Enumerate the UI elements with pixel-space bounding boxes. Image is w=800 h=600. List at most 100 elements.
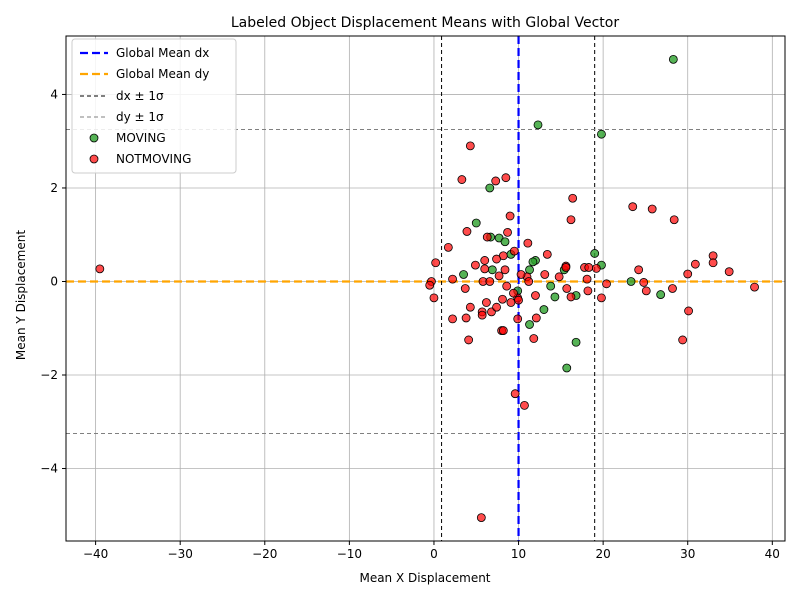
point-moving bbox=[488, 266, 496, 274]
point-notmoving bbox=[670, 216, 678, 224]
point-notmoving bbox=[504, 228, 512, 236]
point-notmoving bbox=[555, 273, 563, 281]
point-notmoving bbox=[461, 285, 469, 293]
point-notmoving bbox=[583, 275, 591, 283]
legend-label-global-mean-dy: Global Mean dy bbox=[116, 67, 209, 81]
point-notmoving bbox=[725, 268, 733, 276]
point-notmoving bbox=[482, 299, 490, 307]
point-notmoving bbox=[449, 315, 457, 323]
point-notmoving bbox=[685, 307, 693, 315]
point-notmoving bbox=[562, 263, 570, 271]
legend: Global Mean dx Global Mean dy dx ± 1σ dy… bbox=[72, 39, 236, 173]
point-notmoving bbox=[507, 299, 515, 307]
y-axis-label: Mean Y Displacement bbox=[14, 230, 28, 360]
point-moving bbox=[657, 291, 665, 299]
point-notmoving bbox=[465, 336, 473, 344]
point-notmoving bbox=[684, 270, 692, 278]
point-notmoving bbox=[481, 256, 489, 264]
chart-title: Labeled Object Displacement Means with G… bbox=[231, 15, 619, 31]
point-notmoving bbox=[462, 314, 470, 322]
legend-label-dx-sigma: dx ± 1σ bbox=[116, 89, 164, 103]
y-tick-label: 2 bbox=[50, 181, 58, 195]
point-notmoving bbox=[679, 336, 687, 344]
point-moving bbox=[529, 258, 537, 266]
point-notmoving bbox=[510, 247, 518, 255]
point-notmoving bbox=[567, 293, 575, 301]
point-notmoving bbox=[531, 292, 539, 300]
point-notmoving bbox=[585, 263, 593, 271]
point-notmoving bbox=[603, 280, 611, 288]
point-notmoving bbox=[493, 303, 501, 311]
x-tick-label: 10 bbox=[511, 547, 526, 561]
x-tick-label: −40 bbox=[83, 547, 108, 561]
point-notmoving bbox=[499, 327, 507, 335]
point-notmoving bbox=[592, 264, 600, 272]
x-tick-label: −30 bbox=[168, 547, 193, 561]
legend-label-notmoving: NOTMOVING bbox=[116, 152, 191, 166]
point-notmoving bbox=[543, 250, 551, 258]
legend-swatch-moving bbox=[90, 134, 98, 142]
x-tick-label: 20 bbox=[595, 547, 610, 561]
y-tick-label: 0 bbox=[50, 274, 58, 288]
point-notmoving bbox=[709, 259, 717, 267]
point-notmoving bbox=[515, 296, 523, 304]
point-notmoving bbox=[501, 266, 509, 274]
point-notmoving bbox=[502, 174, 510, 182]
point-notmoving bbox=[520, 401, 528, 409]
point-moving bbox=[540, 306, 548, 314]
point-notmoving bbox=[481, 265, 489, 273]
y-tick-label: −2 bbox=[40, 368, 58, 382]
point-moving bbox=[526, 321, 534, 329]
legend-label-global-mean-dx: Global Mean dx bbox=[116, 46, 209, 60]
point-notmoving bbox=[458, 176, 466, 184]
x-tick-label: 40 bbox=[765, 547, 780, 561]
point-notmoving bbox=[524, 239, 532, 247]
point-notmoving bbox=[541, 270, 549, 278]
point-notmoving bbox=[648, 205, 656, 213]
point-notmoving bbox=[532, 314, 540, 322]
point-notmoving bbox=[584, 287, 592, 295]
point-notmoving bbox=[563, 285, 571, 293]
point-moving bbox=[591, 249, 599, 257]
point-notmoving bbox=[432, 259, 440, 267]
point-notmoving bbox=[498, 295, 506, 303]
point-notmoving bbox=[525, 277, 533, 285]
point-notmoving bbox=[640, 278, 648, 286]
legend-label-dy-sigma: dy ± 1σ bbox=[116, 110, 164, 124]
point-notmoving bbox=[471, 261, 479, 269]
point-notmoving bbox=[597, 294, 605, 302]
point-notmoving bbox=[511, 390, 519, 398]
x-tick-label: −10 bbox=[337, 547, 362, 561]
point-notmoving bbox=[530, 335, 538, 343]
point-notmoving bbox=[466, 303, 474, 311]
point-notmoving bbox=[463, 227, 471, 235]
point-moving bbox=[501, 238, 509, 246]
point-notmoving bbox=[642, 287, 650, 295]
x-tick-label: 30 bbox=[680, 547, 695, 561]
point-notmoving bbox=[486, 277, 494, 285]
point-notmoving bbox=[514, 315, 522, 323]
point-moving bbox=[547, 282, 555, 290]
x-axis-label: Mean X Displacement bbox=[359, 571, 490, 585]
point-notmoving bbox=[751, 283, 759, 291]
point-moving bbox=[551, 293, 559, 301]
point-moving bbox=[460, 270, 468, 278]
point-moving bbox=[627, 277, 635, 285]
y-tick-label: 4 bbox=[50, 87, 58, 101]
point-notmoving bbox=[492, 177, 500, 185]
point-moving bbox=[472, 219, 480, 227]
point-moving bbox=[669, 55, 677, 63]
point-notmoving bbox=[426, 281, 434, 289]
point-notmoving bbox=[506, 212, 514, 220]
point-notmoving bbox=[477, 514, 485, 522]
point-notmoving bbox=[493, 255, 501, 263]
y-tick-label: −4 bbox=[40, 462, 58, 476]
point-notmoving bbox=[466, 142, 474, 150]
point-notmoving bbox=[449, 275, 457, 283]
x-tick-label: −20 bbox=[252, 547, 277, 561]
point-moving bbox=[572, 338, 580, 346]
legend-swatch-notmoving bbox=[90, 155, 98, 163]
point-notmoving bbox=[569, 194, 577, 202]
point-notmoving bbox=[430, 294, 438, 302]
